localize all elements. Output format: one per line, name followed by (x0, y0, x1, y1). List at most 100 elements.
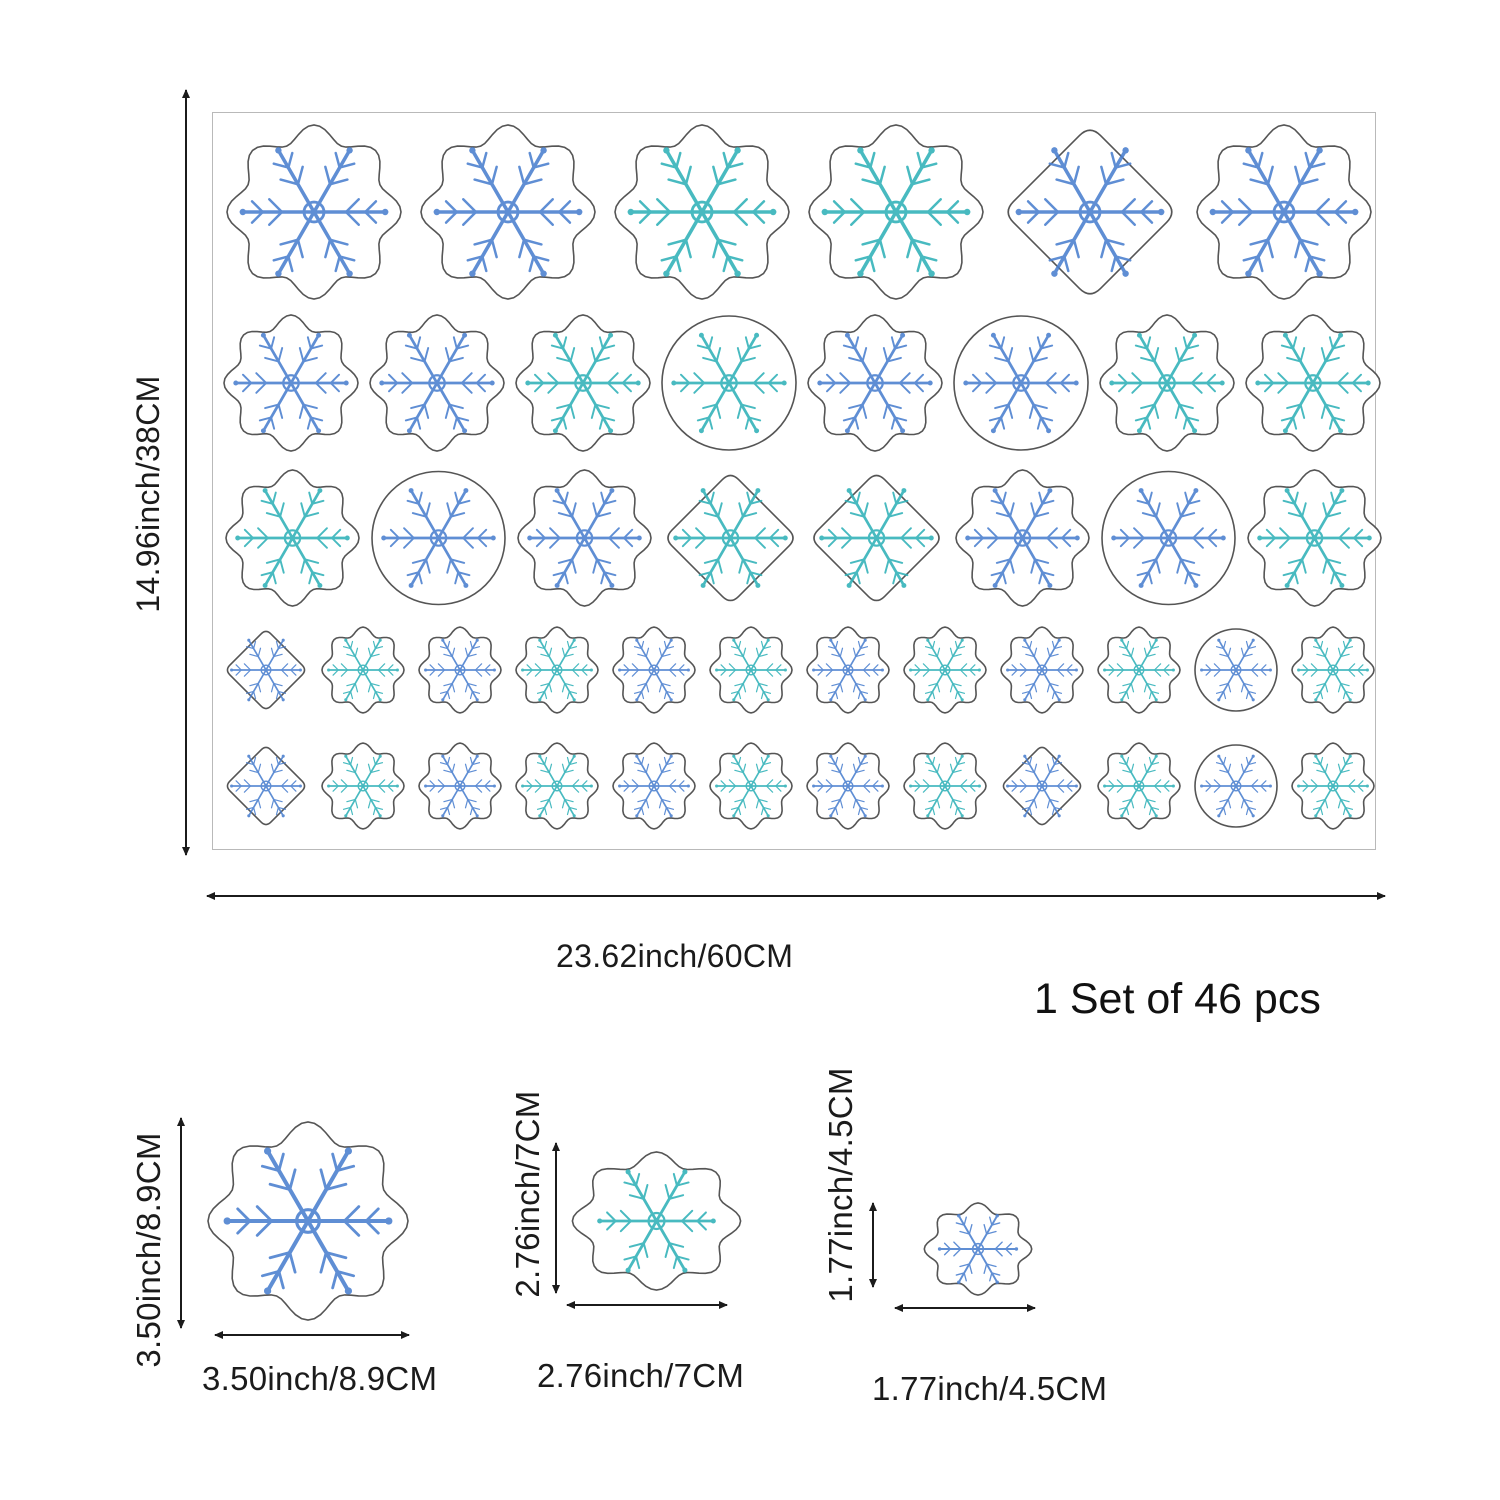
snowflake-sticker (999, 741, 1085, 831)
sticker-graphic (614, 124, 790, 300)
sticker-graphic (903, 626, 987, 714)
snowflake-sticker (1193, 625, 1279, 715)
sheet-width-label: 23.62inch/60CM (556, 938, 794, 974)
snowflake-sticker (1195, 123, 1373, 301)
snowflake-icon (1297, 638, 1369, 702)
snowflake-sticker (222, 313, 360, 453)
snowflake-icon (235, 488, 350, 588)
snowflake-sticker (902, 625, 988, 715)
sticker-graphic (806, 742, 890, 830)
sticker-graphic (418, 742, 502, 830)
snowflake-icon (525, 332, 641, 434)
snowflake-icon (381, 488, 496, 588)
snowflake-icon (230, 754, 302, 818)
size3-height-label: 1.77inch/4.5CM (822, 1067, 859, 1303)
set-count-label: 1 Set of 46 pcs (1034, 975, 1321, 1023)
sticker-graphic (226, 124, 402, 300)
size3-width-label: 1.77inch/4.5CM (872, 1370, 1108, 1407)
snowflake-sticker (225, 123, 403, 301)
snowflake-icon (1015, 147, 1165, 277)
snowflake-sticker (320, 741, 406, 831)
sticker-graphic (808, 124, 984, 300)
snowflake-sticker (514, 741, 600, 831)
snowflake-icon (821, 147, 971, 277)
snowflake-sticker (952, 313, 1090, 453)
snowflake-sticker (419, 123, 597, 301)
sample-sticker-large (206, 1120, 410, 1322)
sticker-graphic (225, 469, 360, 607)
snowflake-sticker (708, 625, 794, 715)
snowflake-sticker (417, 625, 503, 715)
snowflake-sticker (516, 468, 653, 608)
snowflake-icon (1209, 147, 1359, 277)
snowflake-icon (233, 332, 349, 434)
sticker-graphic (667, 474, 794, 602)
sticker-graphic (226, 746, 306, 826)
sticker-graphic (813, 474, 940, 602)
sticker-graphic (1099, 314, 1235, 452)
snowflake-icon (1200, 754, 1272, 818)
sticker-graphic (955, 469, 1090, 607)
snowflake-sticker (1246, 468, 1383, 608)
snowflake-sticker (708, 741, 794, 831)
snowflake-icon (627, 147, 777, 277)
snowflake-sticker (1096, 741, 1182, 831)
snowflake-icon (1103, 754, 1175, 818)
sticker-graphic (612, 626, 696, 714)
sticker-graphic (517, 469, 652, 607)
sticker-graphic (571, 1151, 742, 1291)
snowflake-sticker (1244, 313, 1382, 453)
sticker-graphic (515, 626, 599, 714)
snowflake-icon (1200, 638, 1272, 702)
size2-width-label: 2.76inch/7CM (537, 1357, 745, 1394)
snowflake-sticker (223, 741, 309, 831)
snowflake-icon (424, 754, 496, 818)
sticker-graphic (321, 626, 405, 714)
sticker-graphic (226, 630, 306, 710)
snowflake-icon (1257, 488, 1372, 588)
snowflake-icon (239, 147, 389, 277)
snowflake-sticker (223, 625, 309, 715)
size2-height-label: 2.76inch/7CM (509, 1090, 546, 1298)
snowflake-sticker (611, 625, 697, 715)
sticker-graphic (515, 314, 651, 452)
snowflake-sticker (662, 468, 799, 608)
sample-sticker-small (922, 1201, 1034, 1297)
snowflake-sticker (514, 313, 652, 453)
sticker-graphic (420, 124, 596, 300)
snowflake-icon (1109, 332, 1225, 434)
snowflake-icon (963, 332, 1079, 434)
snowflake-icon (817, 332, 933, 434)
sticker-graphic (1101, 470, 1236, 606)
snowflake-icon (230, 638, 302, 702)
sticker-graphic (371, 470, 506, 606)
sticker-graphic (1247, 469, 1382, 607)
snowflake-icon (433, 147, 583, 277)
sticker-graphic (418, 626, 502, 714)
snowflake-icon (1006, 754, 1078, 818)
snowflake-icon (223, 1147, 393, 1295)
sticker-graphic (1194, 744, 1278, 828)
snowflake-sticker (613, 123, 791, 301)
snowflake-icon (1103, 638, 1175, 702)
snowflake-icon (812, 754, 884, 818)
sticker-graphic (953, 315, 1089, 451)
sticker-graphic (806, 626, 890, 714)
snowflake-icon (521, 754, 593, 818)
snowflake-sticker (805, 625, 891, 715)
snowflake-icon (597, 1169, 716, 1273)
sticker-graphic (321, 742, 405, 830)
snowflake-sticker (806, 313, 944, 453)
snowflake-icon (715, 754, 787, 818)
sticker-graphic (661, 315, 797, 451)
snowflake-icon (819, 488, 934, 588)
sticker-graphic (612, 742, 696, 830)
sticker-graphic (807, 314, 943, 452)
snowflake-sticker (954, 468, 1091, 608)
snowflake-sticker (224, 468, 361, 608)
sticker-graphic (903, 742, 987, 830)
snowflake-icon (909, 638, 981, 702)
sample-sticker-medium (570, 1150, 743, 1292)
sticker-graphic (1002, 746, 1082, 826)
sticker-graphic (1194, 628, 1278, 712)
